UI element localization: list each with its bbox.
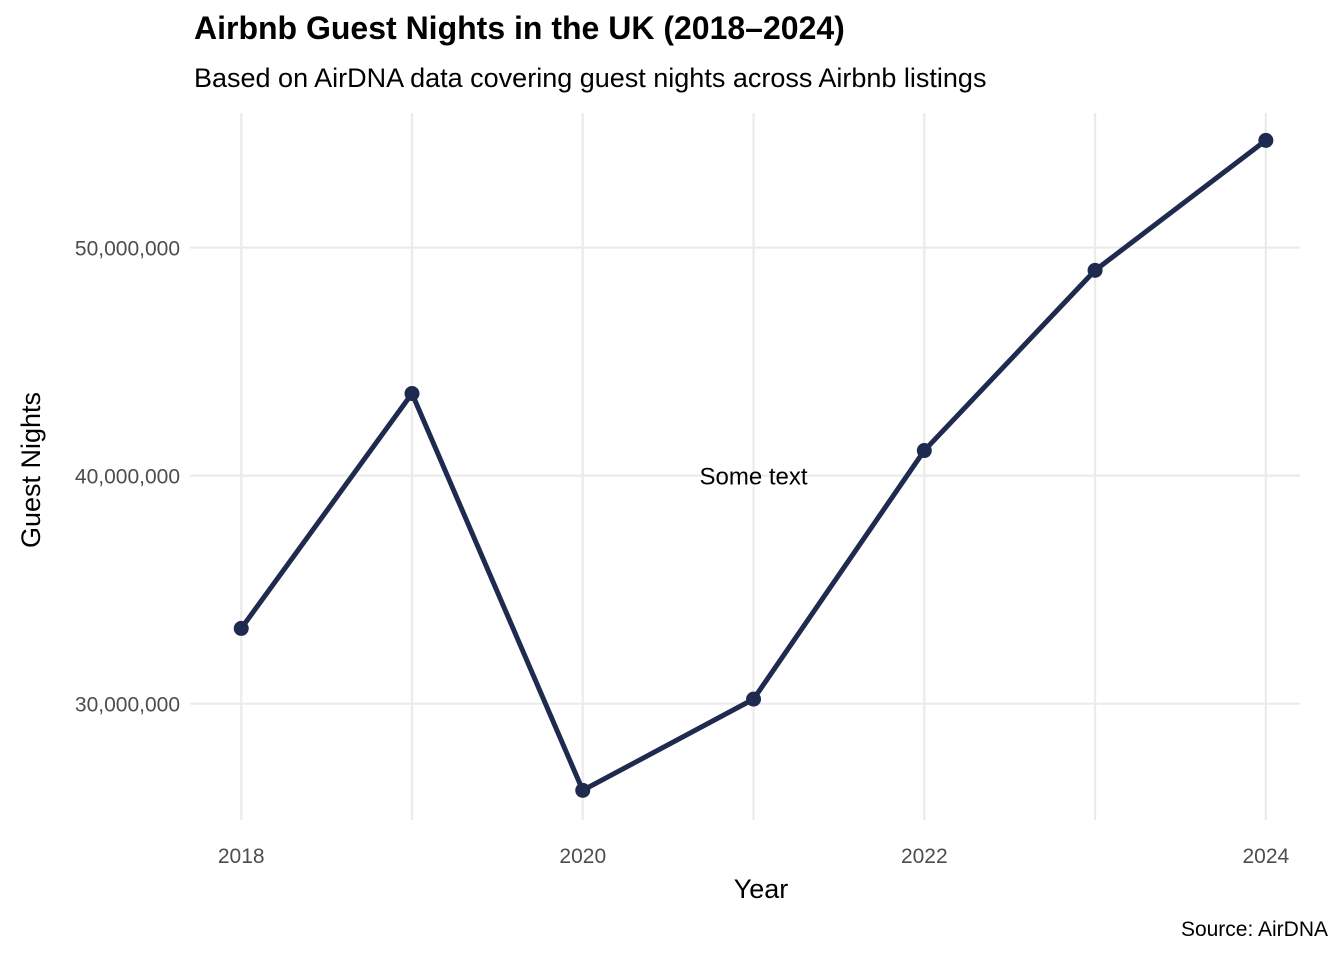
data-point <box>1258 132 1274 148</box>
x-tick-label: 2024 <box>1242 845 1289 868</box>
data-point <box>1087 262 1103 278</box>
annotation-layer: Some text <box>700 464 808 491</box>
x-tick-label: 2020 <box>559 845 606 868</box>
y-tick-label: 40,000,000 <box>75 466 180 489</box>
x-tick-label: 2018 <box>218 845 265 868</box>
chart-subtitle: Based on AirDNA data covering guest nigh… <box>194 63 987 93</box>
data-point <box>404 386 420 402</box>
data-point <box>916 443 932 459</box>
source-caption: Source: AirDNA <box>1180 918 1328 941</box>
y-tick-label: 50,000,000 <box>75 238 180 261</box>
series-layer <box>233 132 1274 798</box>
y-axis-title: Guest Nights <box>16 392 46 548</box>
data-point <box>746 691 762 707</box>
chart-title: Airbnb Guest Nights in the UK (2018–2024… <box>194 10 845 46</box>
y-tick-label: 30,000,000 <box>75 694 180 717</box>
data-point <box>233 620 249 636</box>
annotation-text: Some text <box>700 464 808 491</box>
data-point <box>575 782 591 798</box>
x-axis-title: Year <box>734 874 789 904</box>
tick-labels: 2018 2020 2022 2024 30,000,000 40,000,000 50,0… <box>75 238 1290 868</box>
x-tick-label: 2022 <box>901 845 948 868</box>
